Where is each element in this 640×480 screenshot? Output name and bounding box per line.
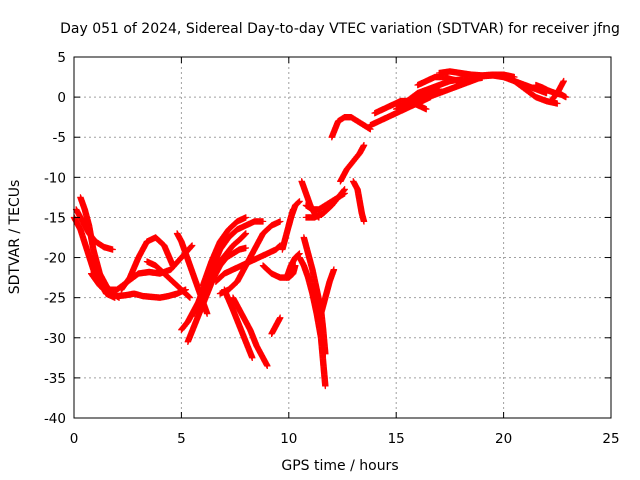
data-point — [289, 206, 297, 213]
series-arc-7 — [143, 258, 194, 301]
series-arc-37 — [425, 73, 486, 101]
series-arc-21 — [285, 206, 297, 229]
data-point — [330, 266, 338, 273]
y-tick-label: -40 — [44, 411, 66, 427]
data-point — [188, 242, 196, 249]
y-tick-label: -35 — [44, 371, 66, 387]
series-arc-13 — [212, 242, 284, 285]
y-axis-label: SDTVAR / TECUs — [7, 180, 23, 295]
data-point — [242, 230, 250, 237]
series-arc-29 — [350, 178, 368, 225]
data-marks — [70, 68, 570, 390]
data-point — [360, 142, 368, 149]
y-tick-label: -10 — [44, 170, 66, 186]
y-tick-label: -25 — [44, 291, 66, 307]
series-arc-27 — [302, 186, 348, 221]
series-arc-41 — [547, 77, 567, 105]
data-point — [277, 218, 284, 225]
data-point — [423, 105, 430, 113]
data-point — [169, 262, 177, 269]
data-point — [203, 310, 211, 317]
series-arc-18 — [268, 314, 284, 337]
series-arc-24 — [317, 266, 338, 317]
series-arc-6 — [118, 234, 177, 293]
x-tick-label: 5 — [177, 431, 186, 447]
y-tick-label: -5 — [53, 130, 66, 146]
x-tick-label: 20 — [495, 431, 512, 447]
series-arc-10 — [184, 244, 250, 345]
plot-frame — [73, 56, 612, 419]
axis-ticks — [73, 56, 612, 419]
data-point — [249, 354, 256, 362]
x-tick-label: 10 — [280, 431, 297, 447]
data-point — [242, 244, 250, 252]
data-point — [259, 218, 267, 225]
data-point — [242, 214, 250, 221]
data-point — [562, 93, 570, 101]
data-point — [264, 362, 271, 370]
data-point — [322, 350, 329, 358]
y-tick-label: -15 — [44, 210, 66, 226]
y-tick-label: -20 — [44, 251, 66, 267]
series-arc-12 — [199, 214, 250, 289]
series-arc-15 — [221, 286, 256, 362]
data-point — [560, 77, 567, 85]
data-point — [554, 100, 561, 107]
series-arc-30 — [328, 113, 374, 141]
data-point — [341, 186, 348, 193]
data-point — [360, 218, 368, 225]
x-tick-label: 15 — [388, 431, 405, 447]
series-arc-16 — [229, 294, 271, 370]
y-tick-label: 5 — [57, 50, 66, 66]
y-tick-label: 0 — [57, 90, 66, 106]
series-arc-3 — [72, 206, 116, 253]
data-point — [322, 382, 329, 390]
x-tick-label: 25 — [602, 431, 619, 447]
data-point — [109, 246, 116, 253]
y-tick-label: -30 — [44, 331, 66, 347]
x-axis-label: GPS time / hours — [281, 458, 398, 474]
data-point — [277, 314, 284, 321]
x-tick-labels: 0 5 10 15 20 25 — [70, 431, 620, 447]
x-tick-label: 0 — [70, 431, 79, 447]
data-point — [186, 294, 194, 301]
data-point — [296, 198, 303, 205]
y-tick-labels: -40 -35 -30 -25 -20 -15 -10 -5 0 5 — [44, 50, 66, 427]
chart-title: Day 051 of 2024, Sidereal Day-to-day VTE… — [60, 21, 620, 37]
series-arc-28 — [337, 142, 368, 185]
